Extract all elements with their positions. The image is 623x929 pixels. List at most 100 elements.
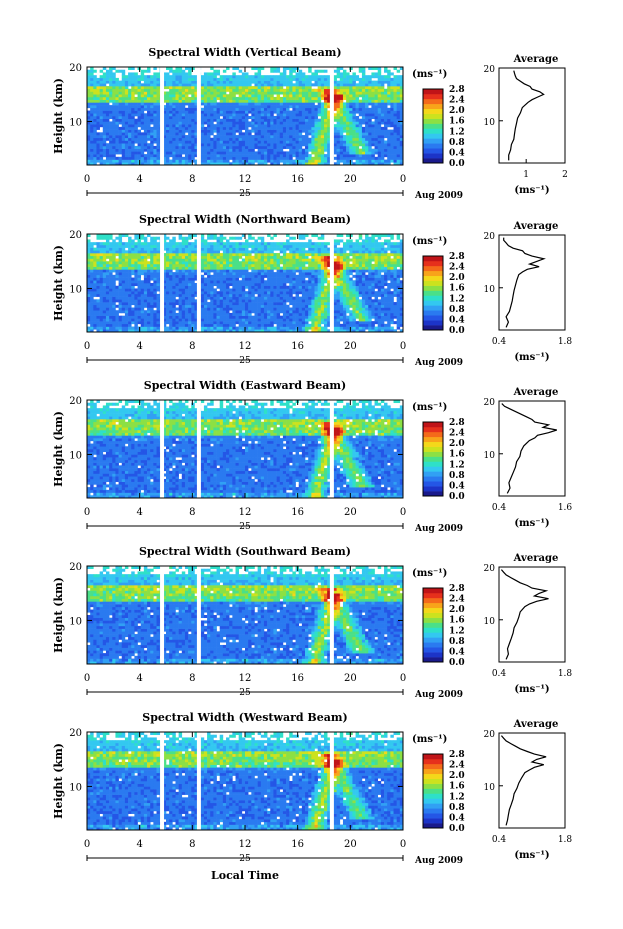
heatmap-cell [282,67,287,71]
heatmap-cell [134,277,138,281]
heatmap-cell [226,154,230,158]
heatmap-cell [342,105,347,109]
heatmap-cell [257,91,262,95]
heatmap-cell [109,329,113,333]
heatmap-cell [238,80,243,84]
heatmap-cell [90,126,94,130]
heatmap-cell [399,118,404,122]
heatmap-cell [295,86,300,90]
heatmap-cell [188,242,192,246]
heatmap-cell [128,329,132,333]
heatmap-cell [109,321,113,325]
heatmap-cell [301,86,306,90]
heatmap-cell [282,83,287,87]
heatmap-cell [346,105,350,109]
heatmap-cell [393,156,397,160]
heatmap-cell [314,107,318,111]
heatmap-cell [169,140,173,144]
heatmap-cell [162,154,167,158]
heatmap-cell [156,96,160,100]
heatmap-cell [298,121,303,125]
heatmap-cell [387,132,391,136]
heatmap-cell [245,116,249,120]
heatmap-cell [320,135,325,139]
heatmap-cell [121,143,126,147]
heatmap-cell [150,315,154,319]
heatmap-cell [147,75,151,79]
heatmap-cell [87,242,91,246]
heatmap-cell [355,116,360,120]
heatmap-cell [229,318,233,322]
heatmap-cell [365,129,369,133]
heatmap-cell [162,99,167,103]
heatmap-cell [178,151,183,155]
heatmap-cell [210,91,214,95]
heatmap-cell [210,321,214,325]
heatmap-cell [248,151,252,155]
heatmap-cell [93,105,97,109]
heatmap-cell [109,132,113,136]
heatmap-cell [153,266,157,270]
heatmap-cell [109,315,113,319]
heatmap-cell [96,274,100,278]
heatmap-cell [207,145,211,149]
heatmap-cell [222,261,227,265]
heatmap-cell [365,148,369,152]
heatmap-cell [109,162,113,166]
heatmap-cell [365,145,369,149]
heatmap-cell [308,83,312,87]
heatmap-cell [118,296,123,300]
heatmap-cell [324,118,328,122]
heatmap-cell [222,80,227,84]
heatmap-cell [124,126,129,130]
heatmap-cell [150,277,154,281]
heatmap-cell [128,96,132,100]
heatmap-cell [153,247,157,251]
heatmap-cell [248,132,252,136]
heatmap-cell [371,151,375,155]
heatmap-cell [109,293,113,297]
heatmap-cell [96,124,100,128]
heatmap-cell [308,121,312,125]
heatmap-cell [320,107,325,111]
heatmap-cell [105,77,110,81]
heatmap-cell [216,80,221,84]
heatmap-cell [150,310,154,314]
heatmap-cell [112,277,116,281]
heatmap-cell [121,126,126,130]
colorbar-swatch [423,103,443,110]
heatmap-cell [102,151,107,155]
heatmap-cell [317,118,322,122]
heatmap-cell [226,329,230,333]
heatmap-cell [131,321,135,325]
heatmap-cell [216,310,221,314]
heatmap-cell [248,110,252,114]
heatmap-cell [327,80,331,84]
heatmap-cell [102,116,107,120]
heatmap-cell [292,69,296,73]
heatmap-cell [219,272,224,276]
heatmap-cell [112,274,116,278]
heatmap-cell [131,86,135,90]
heatmap-cell [380,116,385,120]
heatmap-cell [399,86,404,90]
heatmap-cell [320,91,325,95]
heatmap-cell [109,148,113,152]
heatmap-cell [365,86,369,90]
heatmap-cell [226,80,230,84]
heatmap-cell [143,258,148,262]
heatmap-cell [134,291,138,295]
heatmap-cell [156,261,160,265]
heatmap-cell [254,107,258,111]
heatmap-cell [352,118,356,122]
heatmap-cell [260,105,265,109]
heatmap-cell [377,96,382,100]
heatmap-cell [298,118,303,122]
heatmap-cell [229,148,233,152]
heatmap-cell [248,121,252,125]
heatmap-cell [210,162,214,166]
heatmap-cell [377,105,382,109]
colorbar-tick-label: 2.0 [449,106,465,116]
heatmap-cell [210,86,214,90]
heatmap-cell [150,321,154,325]
